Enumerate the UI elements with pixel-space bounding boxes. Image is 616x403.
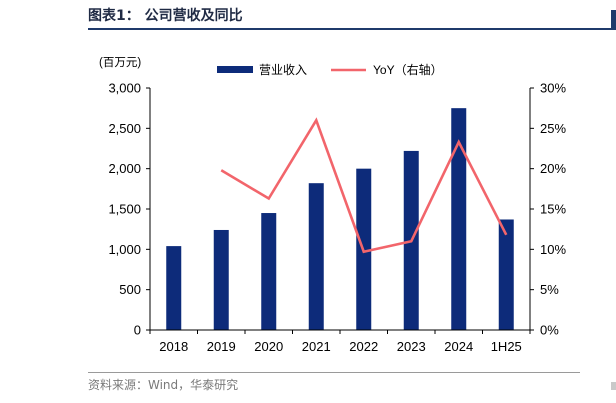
revenue-bar [213, 229, 229, 330]
legend-yoy-label: YoY（右轴） [373, 62, 443, 77]
y-left-tick-label: 0 [134, 323, 141, 338]
figure-title: 图表1： 公司营收及同比 [88, 8, 243, 24]
y-right-tick-label: 10% [540, 242, 566, 257]
y-left-tick-label: 500 [119, 282, 141, 297]
x-tick-label: 2019 [207, 339, 236, 354]
revenue-bar [308, 183, 324, 330]
x-tick-label: 2018 [159, 339, 188, 354]
y-right-tick-label: 25% [540, 121, 566, 136]
edge-mark-bottom [611, 382, 616, 390]
y-right-tick-label: 15% [540, 202, 566, 217]
x-tick-label: 2023 [397, 339, 426, 354]
revenue-bar [498, 219, 514, 330]
source-note: 资料来源：Wind，华泰研究 [88, 378, 239, 392]
y-right-tick-label: 30% [540, 81, 566, 96]
y-left-tick-label: 1,500 [108, 202, 141, 217]
revenue-bar [166, 246, 182, 330]
y-right-tick-label: 0% [540, 323, 559, 338]
x-tick-label: 2021 [302, 339, 331, 354]
y-right-tick-label: 5% [540, 282, 559, 297]
y-left-unit-label: (百万元) [99, 57, 141, 69]
legend-revenue-label: 营业收入 [259, 63, 307, 77]
x-tick-label: 2024 [444, 339, 473, 354]
y-right-tick-label: 20% [540, 161, 566, 176]
x-tick-label: 2020 [254, 339, 283, 354]
edge-mark [611, 10, 616, 28]
revenue-bar [261, 213, 277, 330]
source-rule [88, 372, 580, 373]
y-left-tick-label: 2,000 [108, 161, 141, 176]
revenue-bar [451, 108, 467, 331]
y-left-tick-label: 1,000 [108, 242, 141, 257]
x-tick-label: 1H25 [491, 339, 522, 354]
legend-revenue-swatch [217, 66, 253, 73]
x-tick-label: 2022 [349, 339, 378, 354]
y-left-tick-label: 2,500 [108, 121, 141, 136]
y-left-tick-label: 3,000 [108, 81, 141, 96]
title-rule [88, 28, 616, 30]
